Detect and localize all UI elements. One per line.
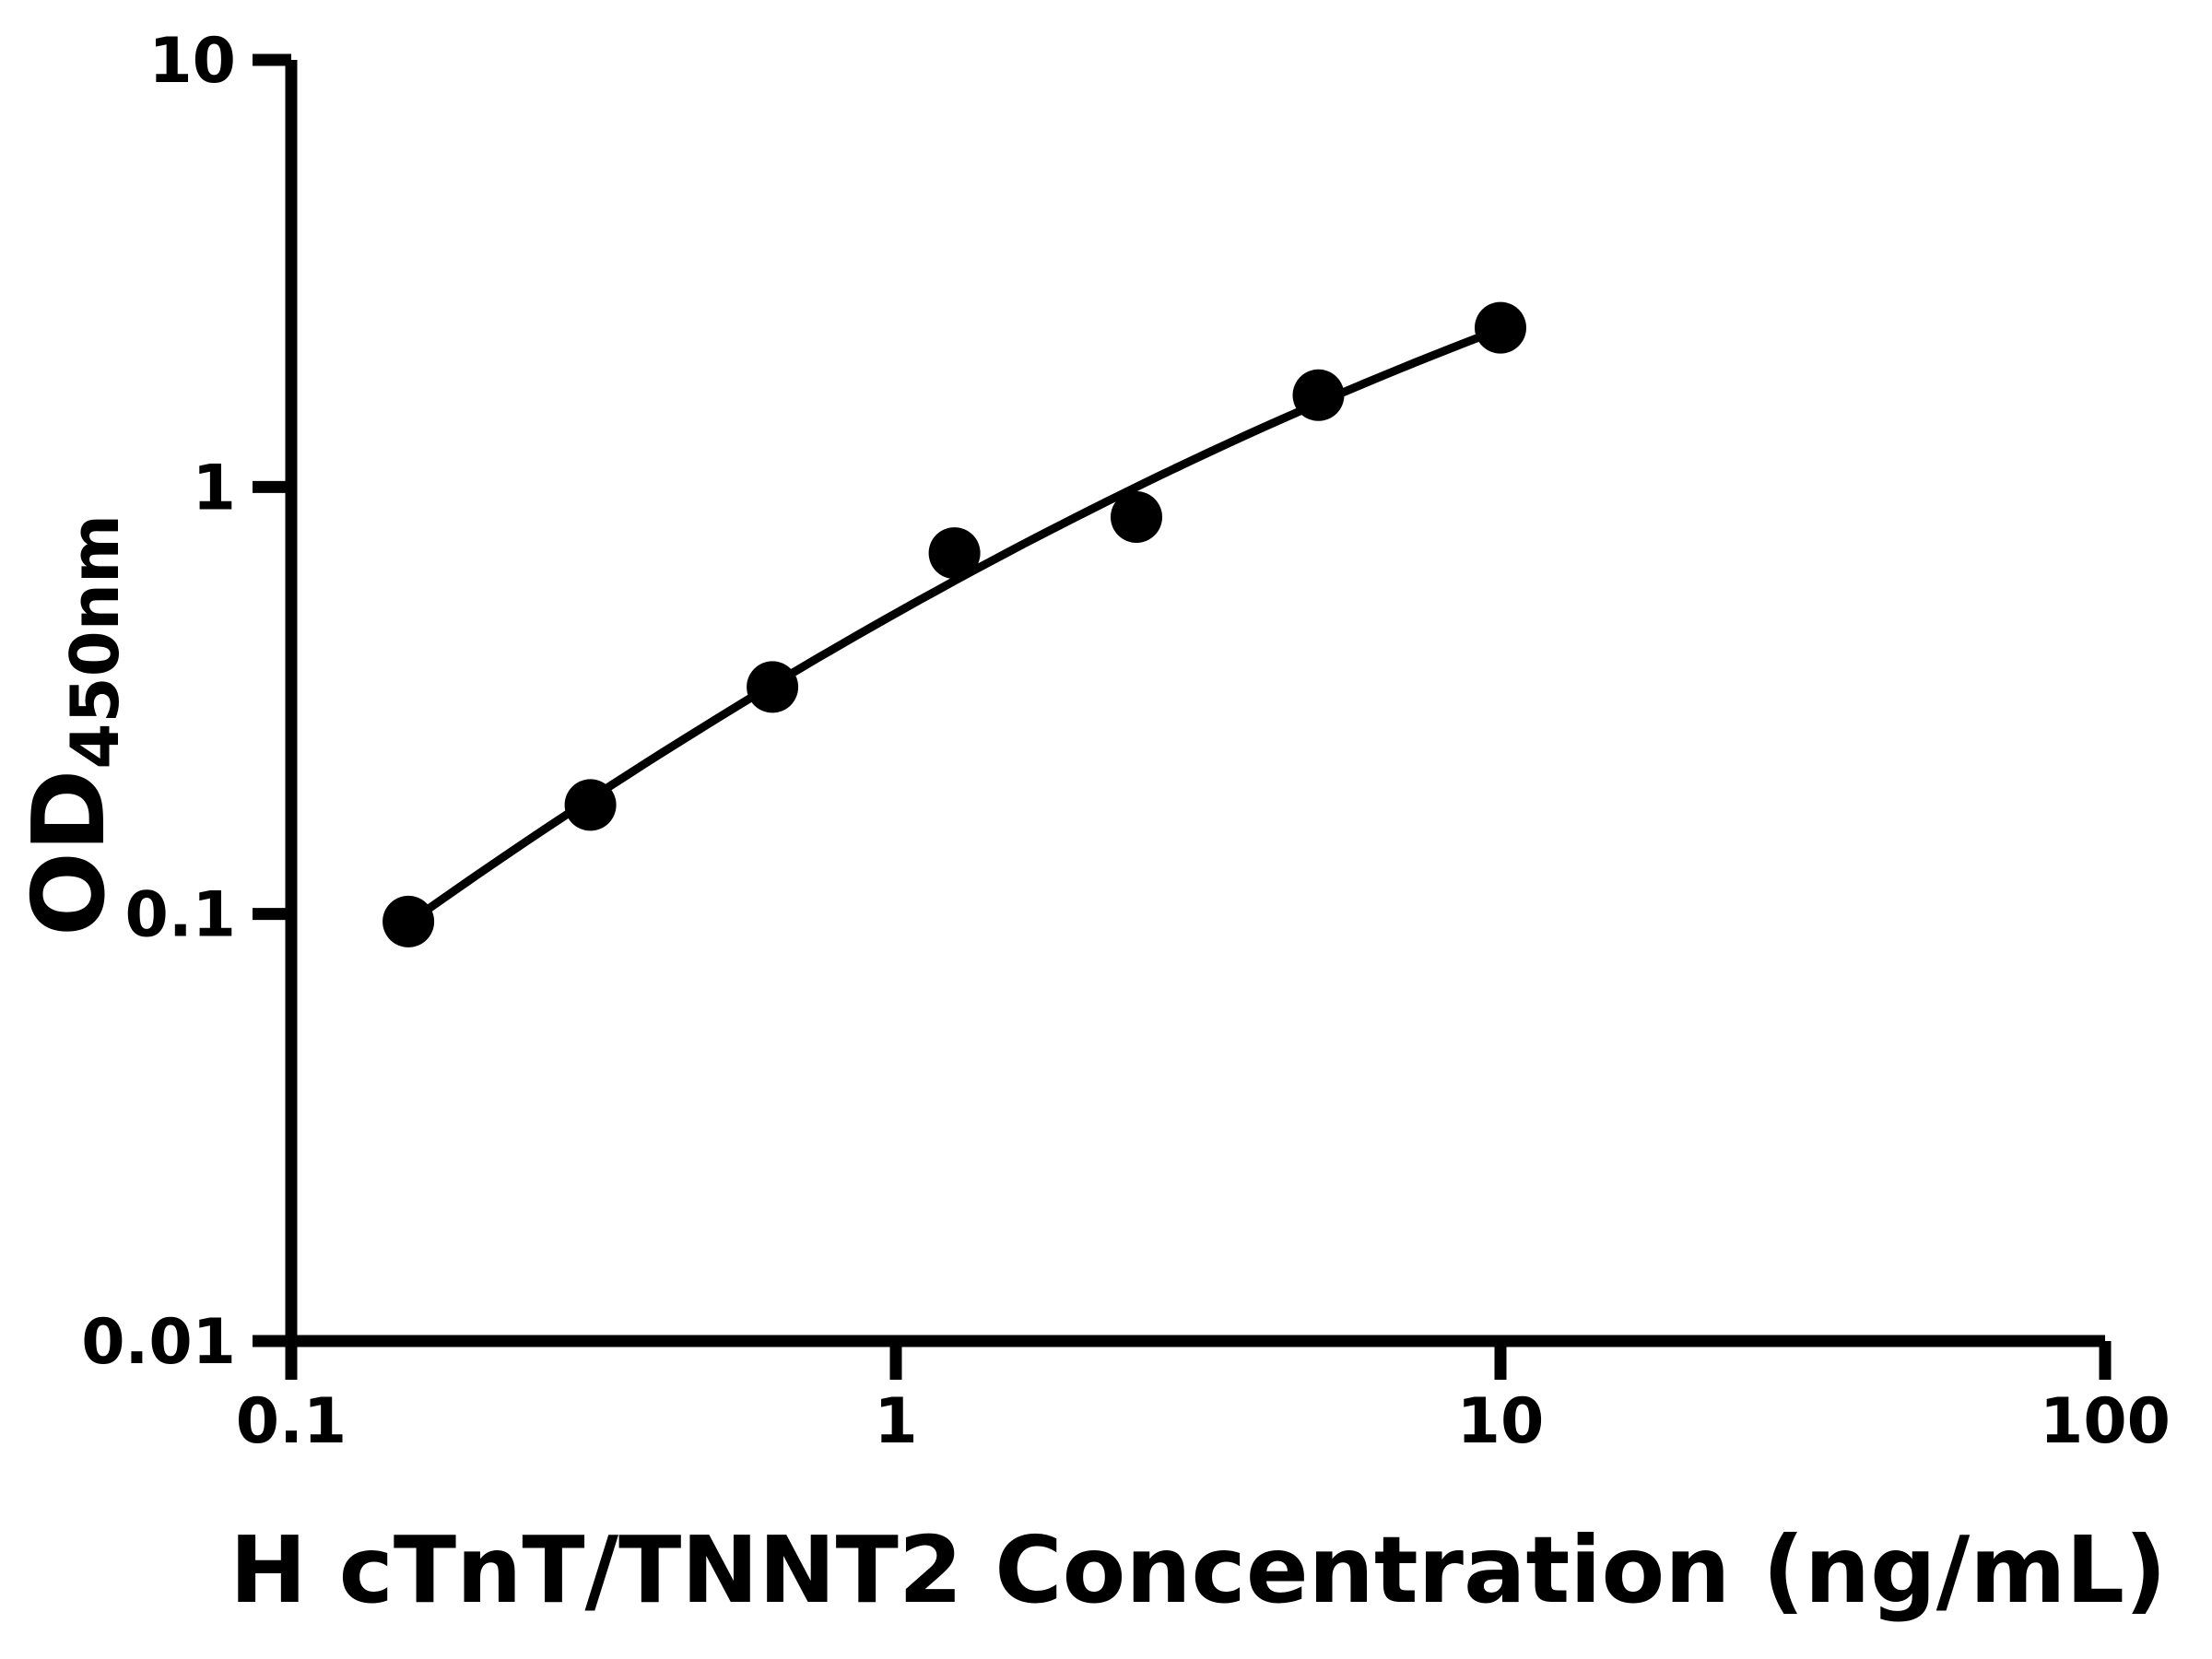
x-tick-label: 1 — [874, 1385, 917, 1458]
y-tick-label: 10 — [148, 25, 236, 98]
x-axis-title: H cTnT/TNNT2 Concentration (ng/mL) — [229, 1516, 2167, 1624]
data-point — [928, 527, 981, 580]
y-tick-label: 0.01 — [81, 1306, 236, 1379]
x-tick-label: 100 — [2040, 1385, 2171, 1458]
data-point — [382, 895, 435, 947]
axis-lines — [285, 60, 2105, 1347]
data-point — [747, 661, 799, 713]
data-point — [1475, 301, 1526, 354]
y-axis-title-sub: 450nm — [56, 514, 134, 770]
y-axis-title-main: OD — [12, 770, 127, 936]
x-tick-label: 0.1 — [236, 1385, 347, 1458]
y-tick-label: 0.1 — [125, 879, 236, 952]
data-point — [564, 779, 617, 831]
fit-curve — [406, 324, 1502, 927]
y-axis-title: OD450nm — [12, 514, 134, 936]
y-tick-label: 1 — [193, 452, 236, 524]
x-tick-label: 10 — [1457, 1385, 1545, 1458]
data-point — [1111, 491, 1162, 543]
data-point — [1292, 369, 1345, 421]
